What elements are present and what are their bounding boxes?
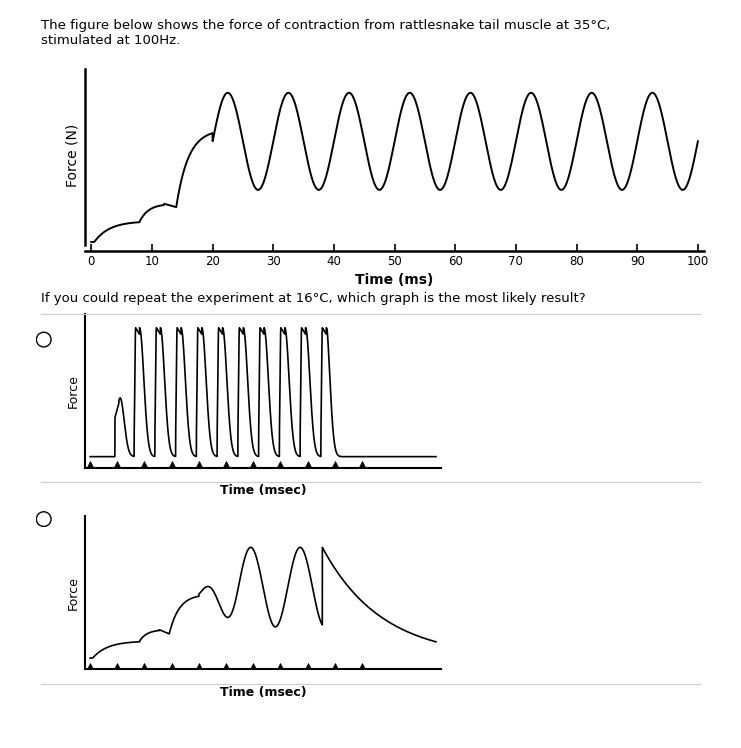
Text: If you could repeat the experiment at 16°C, which graph is the most likely resul: If you could repeat the experiment at 16… — [41, 292, 585, 304]
X-axis label: Time (msec): Time (msec) — [220, 686, 306, 699]
X-axis label: Time (msec): Time (msec) — [220, 484, 306, 497]
Y-axis label: Force: Force — [67, 576, 80, 610]
Y-axis label: Force (N): Force (N) — [66, 123, 80, 187]
Y-axis label: Force: Force — [67, 374, 80, 408]
X-axis label: Time (ms): Time (ms) — [356, 272, 433, 286]
Text: The figure below shows the force of contraction from rattlesnake tail muscle at : The figure below shows the force of cont… — [41, 19, 610, 46]
